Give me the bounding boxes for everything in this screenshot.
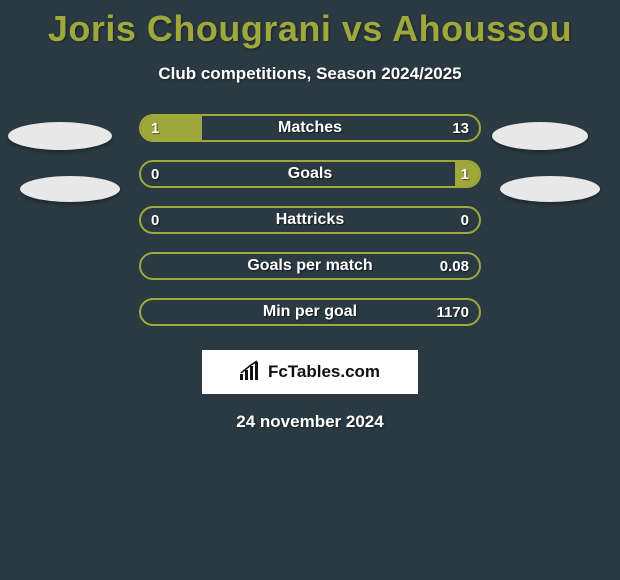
- brand-box: FcTables.com: [202, 350, 418, 394]
- ellipse-decor: [500, 176, 600, 202]
- stat-row: Min per goal1170: [139, 298, 481, 326]
- subtitle: Club competitions, Season 2024/2025: [0, 64, 620, 84]
- stat-value-right: 1: [461, 162, 469, 186]
- stat-row: Goals per match0.08: [139, 252, 481, 280]
- stat-row: 1Matches13: [139, 114, 481, 142]
- stat-metric-label: Goals per match: [141, 254, 479, 278]
- ellipse-decor: [20, 176, 120, 202]
- stat-metric-label: Goals: [141, 162, 479, 186]
- stat-row: 0Hattricks0: [139, 206, 481, 234]
- stat-value-right: 0.08: [440, 254, 469, 278]
- stat-value-right: 13: [452, 116, 469, 140]
- stat-value-right: 1170: [436, 300, 469, 324]
- brand-label: FcTables.com: [268, 362, 380, 382]
- date-label: 24 november 2024: [0, 412, 620, 432]
- ellipse-decor: [8, 122, 112, 150]
- stat-metric-label: Matches: [141, 116, 479, 140]
- stat-value-right: 0: [461, 208, 469, 232]
- stat-metric-label: Hattricks: [141, 208, 479, 232]
- stat-metric-label: Min per goal: [141, 300, 479, 324]
- stat-row: 0Goals1: [139, 160, 481, 188]
- brand-chart-icon: [240, 360, 262, 385]
- ellipse-decor: [492, 122, 588, 150]
- page-title: Joris Chougrani vs Ahoussou: [0, 0, 620, 50]
